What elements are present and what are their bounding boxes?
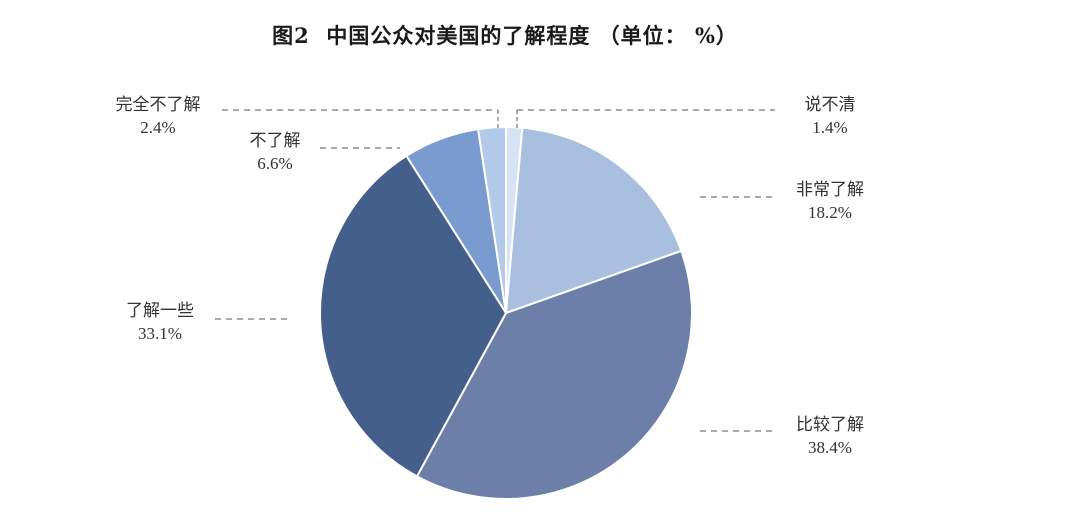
slice-label-5: 完全不了解 xyxy=(116,95,201,115)
slice-value-1: 18.2% xyxy=(808,203,852,222)
pie-slice-3 xyxy=(318,154,507,478)
pie-labels: 说不清 1.4% 非常了解 18.2% 比较了解 38.4% 了解一些 33.1% 不了解 6.6… xyxy=(116,95,865,457)
pie-slice-2 xyxy=(415,249,693,500)
slice-label-1: 非常了解 xyxy=(796,180,864,200)
slice-value-4: 6.6% xyxy=(257,154,292,173)
pie-slice-1 xyxy=(505,126,683,314)
slice-label-0: 说不清 xyxy=(805,95,856,115)
slice-label-3: 了解一些 xyxy=(126,301,194,321)
pie-slice-5 xyxy=(477,126,507,314)
slice-value-2: 38.4% xyxy=(808,438,852,457)
chart-title: 图2 中国公众对美国的了解程度 （单位： %） xyxy=(272,23,738,48)
slice-label-2: 比较了解 xyxy=(796,415,864,435)
slice-value-5: 2.4% xyxy=(140,118,175,137)
slice-label-4: 不了解 xyxy=(250,131,301,151)
pie-slices xyxy=(318,126,693,500)
slice-value-0: 1.4% xyxy=(812,118,847,137)
slice-value-3: 33.1% xyxy=(138,324,182,343)
